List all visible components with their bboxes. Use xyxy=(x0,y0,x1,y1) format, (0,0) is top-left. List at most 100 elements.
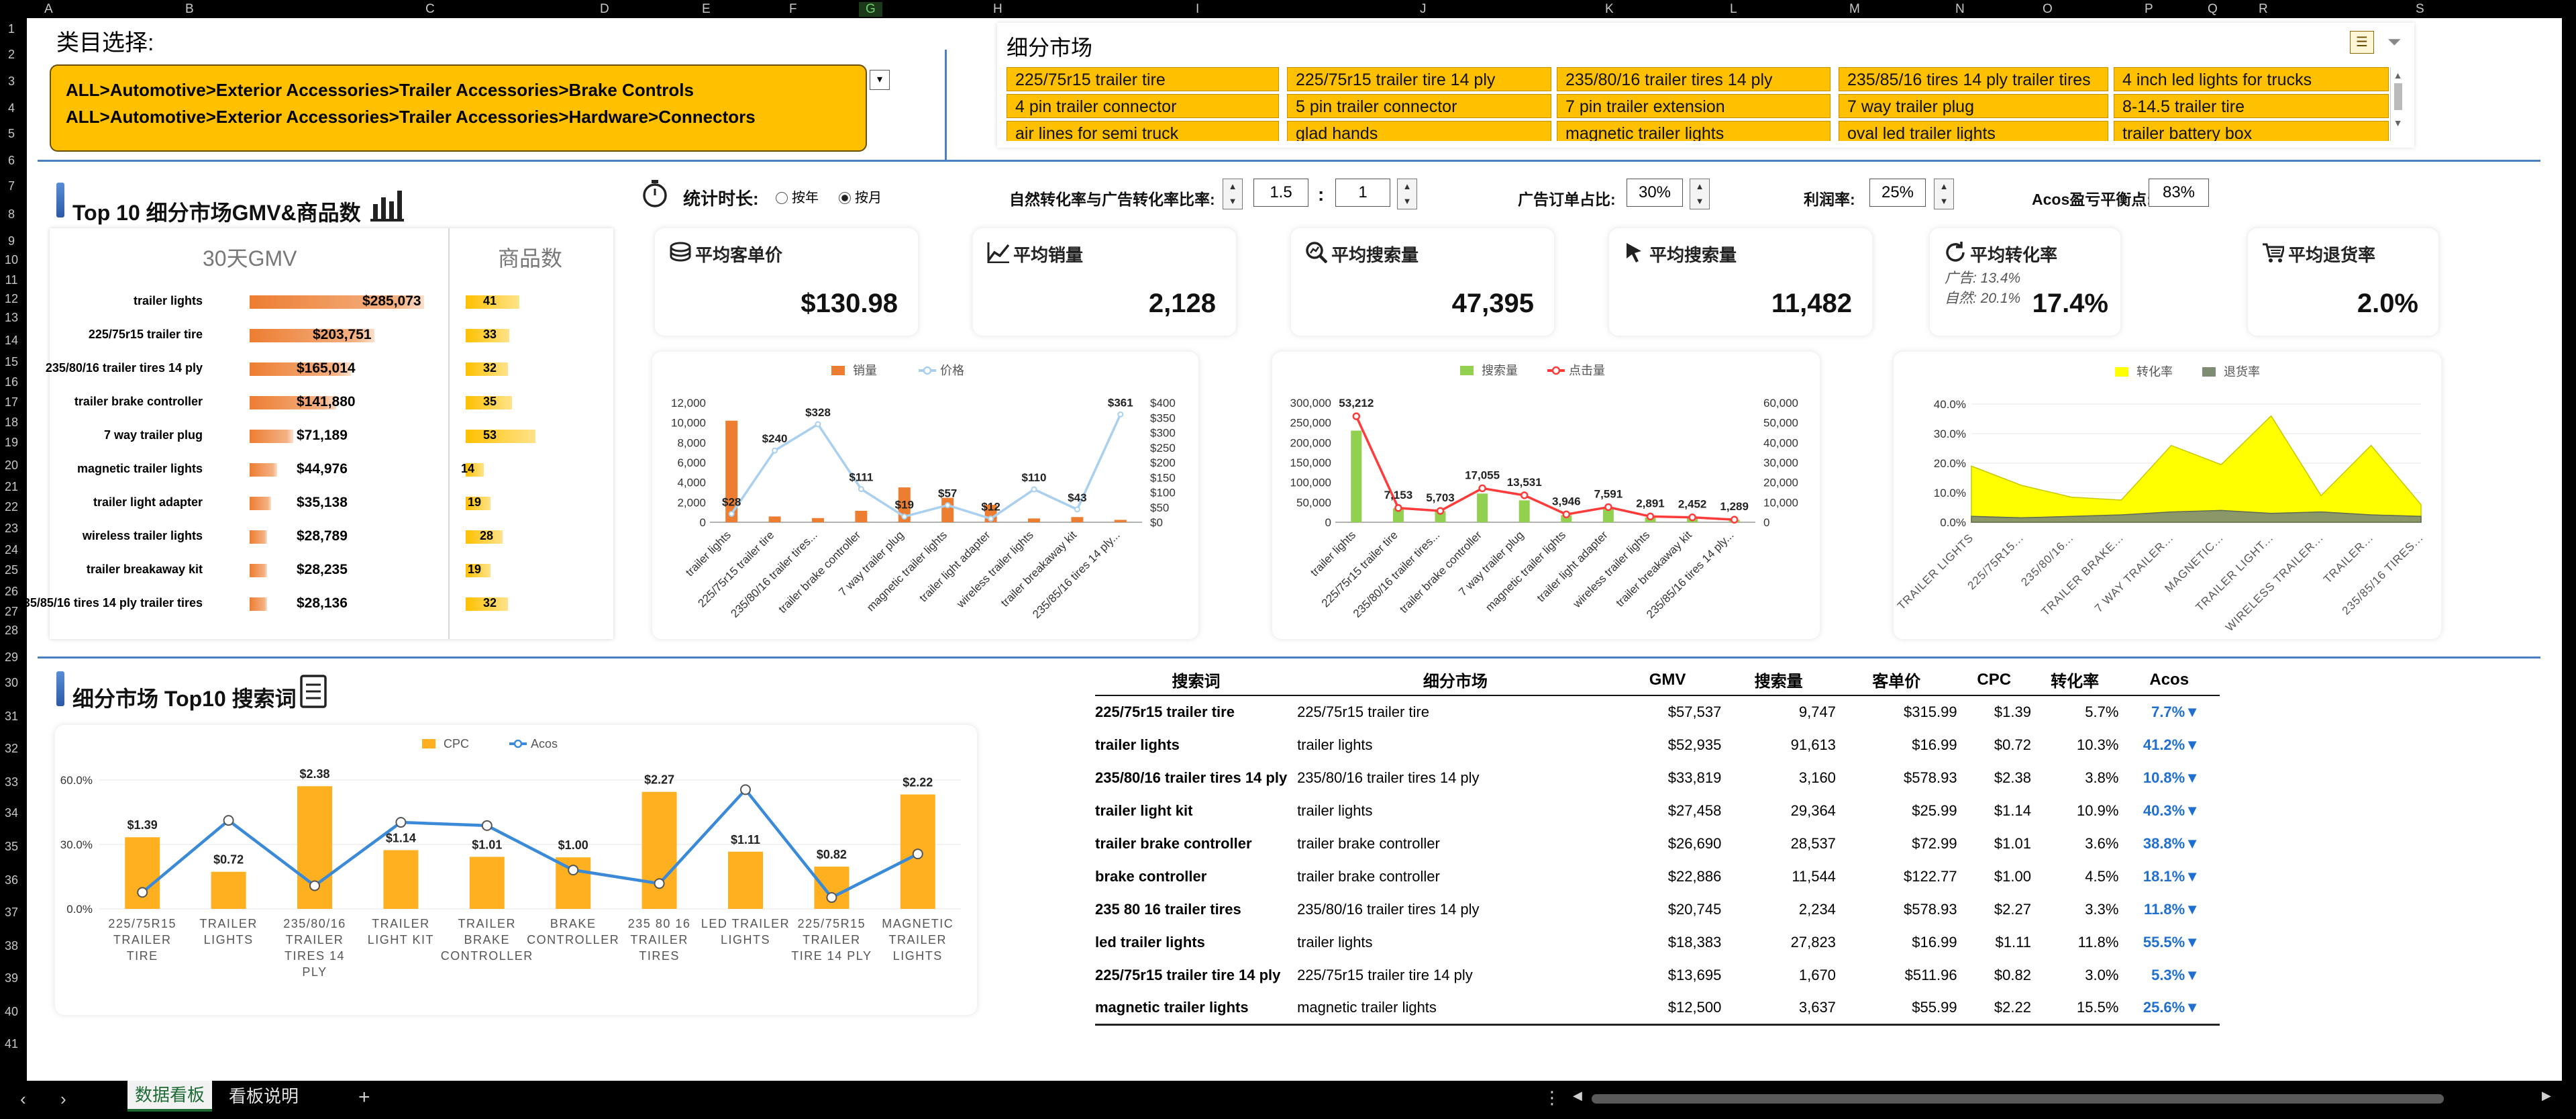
column-header-N[interactable]: N xyxy=(1955,2,1965,16)
column-header-D[interactable]: D xyxy=(600,2,609,16)
next-sheet-icon[interactable]: › xyxy=(60,1089,66,1109)
row-header-34[interactable]: 34 xyxy=(4,806,19,820)
keyword-col-header[interactable]: 客单价 xyxy=(1835,665,1957,696)
row-header-30[interactable]: 30 xyxy=(4,676,19,689)
column-header-H[interactable]: H xyxy=(993,2,1002,16)
category-selector[interactable]: ALL>Automotive>Exterior Accessories>Trai… xyxy=(50,64,867,152)
row-header-36[interactable]: 36 xyxy=(4,873,19,887)
keyword-col-header[interactable]: CPC xyxy=(1957,665,2031,696)
row-header-17[interactable]: 17 xyxy=(4,395,19,409)
row-header-32[interactable]: 32 xyxy=(4,742,19,755)
more-icon[interactable]: ⋮ xyxy=(1543,1087,1561,1108)
row-header-14[interactable]: 14 xyxy=(4,334,19,347)
market-tag[interactable]: 7 way trailer plug xyxy=(1839,94,2108,118)
sheet-tab-dashboard[interactable]: 数据看板 xyxy=(127,1081,212,1112)
ratio-b-input[interactable]: 1 xyxy=(1335,179,1390,207)
market-tag[interactable]: 225/75r15 trailer tire 14 ply xyxy=(1287,67,1551,91)
row-header-2[interactable]: 2 xyxy=(7,48,15,61)
market-tag[interactable]: magnetic trailer lights xyxy=(1557,121,1831,141)
margin-input[interactable]: 25% xyxy=(1869,179,1926,207)
row-header-27[interactable]: 27 xyxy=(4,605,19,618)
keyword-col-header[interactable]: 搜索词 xyxy=(1095,665,1298,696)
market-tag[interactable]: glad hands xyxy=(1287,121,1551,141)
row-header-18[interactable]: 18 xyxy=(4,416,19,429)
market-tag[interactable]: oval led trailer lights xyxy=(1839,121,2108,141)
column-header-O[interactable]: O xyxy=(2043,2,2053,16)
ad-share-input[interactable]: 30% xyxy=(1627,179,1683,207)
row-header-10[interactable]: 10 xyxy=(4,253,19,266)
row-header-35[interactable]: 35 xyxy=(4,840,19,853)
row-header-33[interactable]: 33 xyxy=(4,775,19,789)
row-header-8[interactable]: 8 xyxy=(7,207,15,221)
market-tag[interactable]: 235/85/16 tires 14 ply trailer tires xyxy=(1839,67,2108,91)
radio-by-month[interactable]: 按月 xyxy=(839,187,882,206)
prev-sheet-icon[interactable]: ‹ xyxy=(20,1089,26,1109)
row-header-24[interactable]: 24 xyxy=(4,543,19,556)
row-header-26[interactable]: 26 xyxy=(4,585,19,598)
market-scrollbar[interactable]: ▲ ▼ xyxy=(2390,67,2405,141)
row-header-23[interactable]: 23 xyxy=(4,522,19,535)
add-sheet-icon[interactable]: + xyxy=(358,1086,370,1108)
keyword-col-header[interactable]: 细分市场 xyxy=(1297,665,1614,696)
row-header-15[interactable]: 15 xyxy=(4,355,19,369)
ratio-a-input[interactable]: 1.5 xyxy=(1253,179,1308,207)
row-header-19[interactable]: 19 xyxy=(4,436,19,449)
keyword-col-header[interactable]: Acos xyxy=(2118,665,2220,696)
margin-spinner[interactable]: ▲ ▼ xyxy=(1934,179,1954,209)
row-header-3[interactable]: 3 xyxy=(7,75,15,88)
keyword-col-header[interactable]: 转化率 xyxy=(2030,665,2119,696)
ad-share-spinner[interactable]: ▲ ▼ xyxy=(1690,179,1710,209)
radio-by-year[interactable]: 按年 xyxy=(776,187,819,206)
market-tag[interactable]: 5 pin trailer connector xyxy=(1287,94,1551,118)
column-header-S[interactable]: S xyxy=(2416,2,2424,16)
row-header-28[interactable]: 28 xyxy=(4,624,19,637)
market-tag[interactable]: 4 pin trailer connector xyxy=(1007,94,1279,118)
row-header-39[interactable]: 39 xyxy=(4,971,19,985)
vertical-scrollbar[interactable] xyxy=(2562,18,2576,1081)
row-header-1[interactable]: 1 xyxy=(7,22,15,36)
row-header-22[interactable]: 22 xyxy=(4,500,19,514)
row-header-21[interactable]: 21 xyxy=(4,480,19,493)
row-header-31[interactable]: 31 xyxy=(4,710,19,723)
row-header-41[interactable]: 41 xyxy=(4,1037,19,1051)
market-tag[interactable]: air lines for semi truck xyxy=(1007,121,1279,141)
row-header-5[interactable]: 5 xyxy=(7,127,15,140)
market-tag[interactable]: 8-14.5 trailer tire xyxy=(2114,94,2389,118)
row-header-16[interactable]: 16 xyxy=(4,375,19,389)
row-header-12[interactable]: 12 xyxy=(4,292,19,305)
column-header-L[interactable]: L xyxy=(1730,2,1737,16)
row-header-38[interactable]: 38 xyxy=(4,939,19,953)
column-header-B[interactable]: B xyxy=(185,2,194,16)
sheet-tab-guide[interactable]: 看板说明 xyxy=(221,1081,306,1112)
filter-icon[interactable]: ⏷ xyxy=(2387,32,2402,52)
category-filter-icon[interactable]: ▾ xyxy=(870,70,890,90)
row-header-11[interactable]: 11 xyxy=(5,273,18,287)
row-header-29[interactable]: 29 xyxy=(4,650,19,664)
column-header-A[interactable]: A xyxy=(44,2,53,16)
multi-select-icon[interactable]: ☰ xyxy=(2350,31,2374,54)
row-header-6[interactable]: 6 xyxy=(7,154,15,167)
column-header-Q[interactable]: Q xyxy=(2208,2,2218,16)
row-header-9[interactable]: 9 xyxy=(7,234,15,248)
row-header-37[interactable]: 37 xyxy=(4,906,19,919)
keyword-col-header[interactable]: GMV xyxy=(1613,665,1722,696)
ratio-a-spinner[interactable]: ▲ ▼ xyxy=(1223,179,1243,209)
market-tag[interactable]: trailer battery box xyxy=(2114,121,2389,141)
market-tag[interactable]: 235/80/16 trailer tires 14 ply xyxy=(1557,67,1831,91)
market-tag[interactable]: 4 inch led lights for trucks xyxy=(2114,67,2389,91)
horizontal-scrollbar[interactable] xyxy=(1592,1094,2444,1104)
keyword-col-header[interactable]: 搜索量 xyxy=(1721,665,1836,696)
row-header-20[interactable]: 20 xyxy=(4,458,19,472)
row-header-13[interactable]: 13 xyxy=(4,311,19,324)
column-header-F[interactable]: F xyxy=(789,2,797,16)
scroll-right-icon[interactable]: ▶ xyxy=(2542,1089,2551,1102)
column-header-G[interactable]: G xyxy=(859,2,882,17)
row-header-40[interactable]: 40 xyxy=(4,1005,19,1018)
column-header-R[interactable]: R xyxy=(2259,2,2268,16)
acos-breakeven-input[interactable]: 83% xyxy=(2149,179,2209,207)
row-header-4[interactable]: 4 xyxy=(7,101,15,115)
market-tag[interactable]: 225/75r15 trailer tire xyxy=(1007,67,1279,91)
column-header-P[interactable]: P xyxy=(2145,2,2153,16)
column-header-M[interactable]: M xyxy=(1849,2,1860,16)
column-header-K[interactable]: K xyxy=(1605,2,1614,16)
